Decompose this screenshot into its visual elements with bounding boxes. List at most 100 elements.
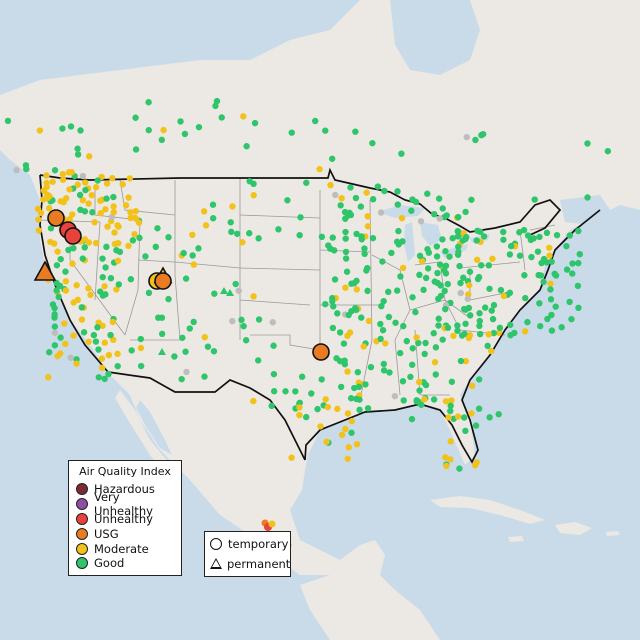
monitor-dot — [113, 247, 120, 254]
monitor-dot — [447, 456, 454, 463]
monitor-dot — [460, 305, 468, 313]
good-swatch — [76, 557, 88, 570]
monitor-dot — [575, 304, 582, 312]
monitor-dot — [377, 320, 384, 328]
monitor-dot — [347, 395, 355, 402]
monitor-dot — [521, 272, 528, 279]
monitor-dot — [328, 155, 336, 162]
monitor-dot — [179, 334, 186, 341]
monitor-dot — [76, 191, 84, 199]
monitor-dot — [538, 259, 545, 267]
monitor-dot — [92, 338, 100, 345]
monitor-dot — [507, 321, 514, 329]
monitor-dot — [182, 348, 189, 355]
monitor-dot — [330, 303, 337, 310]
legend-item-unhealthy: Unhealthy — [69, 512, 181, 527]
monitor-dot — [548, 311, 555, 319]
monitor-dot — [456, 465, 463, 472]
monitor-dot — [95, 374, 103, 381]
monitor-dot — [99, 273, 106, 281]
monitor-dot — [250, 191, 257, 199]
monitor-dot — [392, 319, 399, 326]
monitor-dot — [353, 230, 360, 238]
monitor-dot — [338, 195, 345, 202]
legend-item-usg: USG — [69, 526, 181, 541]
monitor-dot — [506, 251, 514, 258]
monitor-dot — [348, 417, 356, 425]
monitor-dot — [378, 303, 385, 310]
monitor-dot — [189, 231, 196, 239]
legend-item-hazardous: Hazardous — [69, 482, 181, 497]
monitor-dot — [316, 165, 323, 173]
monitor-dot — [379, 326, 387, 334]
monitor-dot — [369, 234, 377, 242]
monitor-dot — [329, 298, 336, 305]
permanent-monitor-marker — [33, 260, 57, 281]
monitor-dot — [449, 235, 456, 242]
monitor-dot — [104, 223, 111, 230]
monitor-dot — [158, 330, 166, 338]
monitor-dot — [456, 262, 463, 270]
monitor-dot — [318, 233, 326, 241]
hudson-bay — [390, 0, 480, 75]
legend-label: temporary — [228, 536, 289, 551]
monitor-dot — [409, 345, 416, 352]
monitor-dot — [288, 129, 295, 136]
monitor-dot — [303, 179, 310, 186]
jamaica — [508, 536, 524, 542]
monitor-dot — [327, 181, 334, 189]
monitor-dot — [432, 344, 440, 351]
legend-label: USG — [94, 526, 119, 541]
monitor-dot — [268, 520, 276, 528]
monitor-dot — [181, 130, 189, 138]
monitor-dot — [62, 195, 70, 202]
monitor-dot — [382, 340, 389, 347]
circle-icon — [210, 537, 222, 550]
monitor-dot — [442, 305, 449, 313]
monitor-dot — [322, 300, 329, 308]
monitor-dot — [102, 264, 109, 271]
monitor-dot — [353, 286, 361, 293]
monitor-dot — [62, 340, 69, 348]
monitor-dot — [111, 240, 119, 248]
monitor-dot — [317, 423, 324, 430]
monitor-dot — [240, 322, 247, 330]
monitor-dot — [357, 203, 365, 210]
monitor-dot — [137, 335, 144, 343]
monitor-dot — [308, 390, 315, 397]
monitor-dot — [74, 181, 81, 188]
monitor-dot — [342, 284, 349, 291]
monitor-dot — [435, 315, 442, 322]
monitor-dot — [270, 370, 278, 378]
monitor-dot — [250, 293, 257, 300]
monitor-dot — [338, 431, 346, 438]
monitor-dot — [332, 191, 339, 199]
monitor-dot — [457, 289, 464, 297]
monitor-dot — [442, 262, 450, 269]
monitor-dot — [422, 381, 430, 389]
unhealthy-swatch — [76, 512, 88, 525]
monitor-dot — [51, 240, 58, 247]
usg-swatch — [76, 527, 88, 540]
monitor-dot — [473, 237, 480, 244]
monitor-dot — [342, 248, 350, 256]
monitor-dot — [442, 454, 449, 461]
monitor-dot — [137, 362, 145, 370]
monitor-dot — [284, 197, 291, 204]
monitor-dot — [415, 339, 422, 347]
monitor-dot — [119, 181, 126, 188]
monitor-dot — [36, 127, 44, 134]
monitor-dot — [380, 360, 388, 368]
monitor-dot — [380, 297, 387, 305]
monitor-dot — [154, 225, 161, 232]
cuba — [430, 496, 545, 524]
monitor-dot — [447, 402, 454, 409]
monitor-dot — [129, 237, 137, 244]
monitor-dot — [251, 119, 259, 127]
monitor-dot — [500, 292, 508, 300]
monitor-dot — [537, 322, 544, 330]
monitor-dot — [212, 102, 219, 110]
monitor-dot — [105, 370, 112, 378]
inland-water — [136, 0, 610, 455]
monitor-dot — [380, 367, 388, 374]
